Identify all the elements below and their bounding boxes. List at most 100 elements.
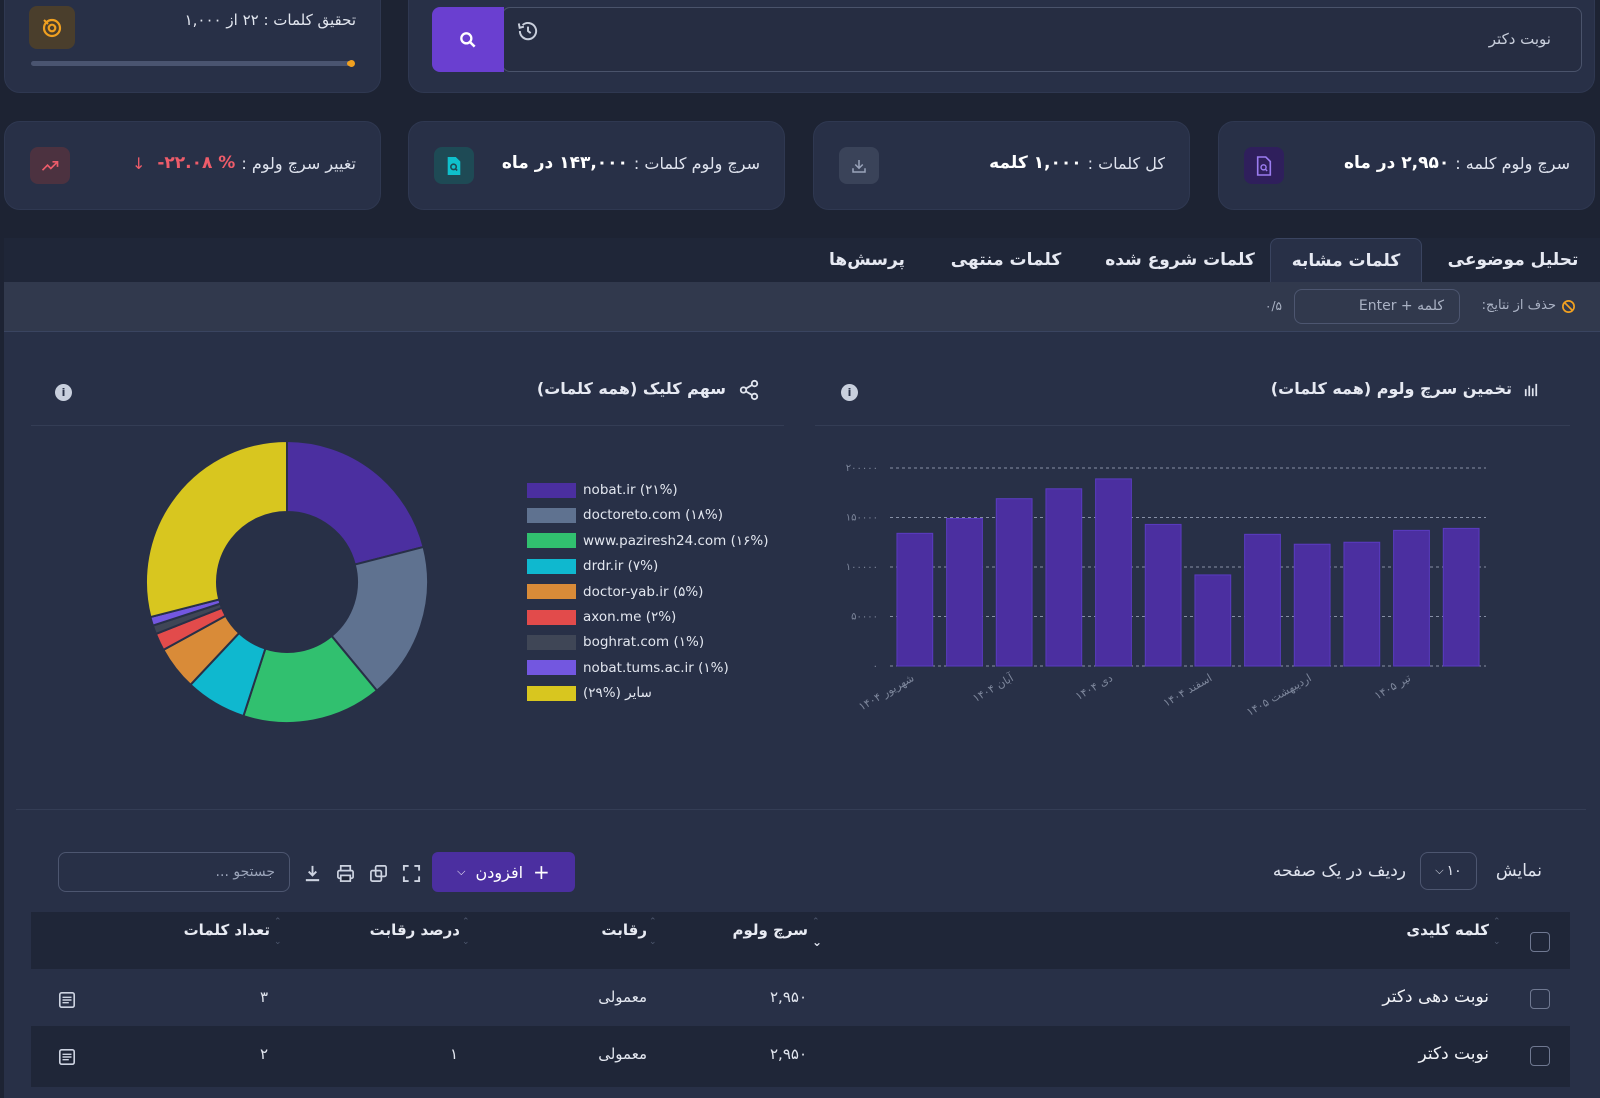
search-input-value: نوبت دکتر (1488, 30, 1551, 48)
tab-ending-keywords[interactable]: کلمات منتهی (950, 250, 1062, 270)
download-icon (839, 147, 879, 184)
plus-icon: + (533, 860, 550, 884)
legend-item[interactable]: سایر (%۲۹) (527, 683, 652, 703)
info-icon[interactable]: i (55, 384, 72, 401)
download-icon[interactable] (303, 864, 323, 884)
sort-icon[interactable]: ⌃ ⌄ (1493, 917, 1501, 947)
sort-icon[interactable]: ⌃ ⌄ (274, 917, 282, 947)
tab-starting-keywords[interactable]: کلمات شروع شده (1105, 250, 1255, 270)
tabs-bar: تحلیل موضوعی کلمات مشابه کلمات شروع شده … (4, 238, 1600, 283)
bar-chart-header: تخمین سرچ ولوم (همه کلمات) i (815, 360, 1570, 426)
legend-label: axon.me (۲%) (583, 609, 677, 625)
chevron-down-icon: ⌵ (1435, 864, 1444, 877)
sort-icon[interactable]: ⌃ ⌄ (812, 917, 823, 949)
page-size-select[interactable]: ⌵ ۱۰ (1420, 852, 1477, 890)
x-tick-label: اردیبهشت ۱۴۰۵ (1244, 671, 1313, 719)
pie-chart-title: سهم کلیک (همه کلمات) (536, 379, 726, 398)
header-competition[interactable]: رقابت (601, 921, 647, 939)
sort-icon[interactable]: ⌃ ⌄ (462, 917, 470, 947)
tab-topic-analysis[interactable]: تحلیل موضوعی (1447, 250, 1579, 270)
legend-item[interactable]: nobat.ir (۲۱%) (527, 480, 678, 500)
legend-swatch (527, 558, 576, 574)
table-row[interactable] (31, 1026, 1570, 1087)
bar[interactable] (1393, 529, 1430, 667)
legend-label: سایر (%۲۹) (583, 685, 652, 702)
target-icon (29, 6, 75, 49)
section-divider (16, 809, 1586, 810)
exclude-keyword-input[interactable]: کلمه + Enter (1294, 289, 1460, 324)
legend-label: boghrat.com (۱%) (583, 634, 705, 651)
arrow-down-icon: ↓ (131, 153, 146, 173)
row-word-count: ۲ (260, 1045, 269, 1063)
legend-item[interactable]: axon.me (۲%) (527, 607, 676, 627)
legend-label: doctoreto.com (۱۸%) (583, 507, 723, 524)
row-volume: ۲,۹۵۰ (770, 1045, 807, 1063)
info-icon[interactable]: i (841, 384, 858, 401)
table-header (31, 912, 1570, 969)
legend-label: doctor-yab.ir (۵%) (583, 583, 704, 600)
copy-icon[interactable] (369, 864, 389, 884)
sort-icon[interactable]: ⌃ ⌄ (649, 917, 657, 947)
bar-chart: ۰ ۵۰۰۰۰ ۱۰۰۰۰۰ ۱۵۰۰۰۰ ۲۰۰۰۰۰ شهریور ۱۴۰۴ آبان … (846, 463, 1486, 719)
bar[interactable] (1194, 574, 1232, 667)
table-search-input[interactable]: جستجو ... (58, 852, 290, 892)
table-row[interactable] (31, 969, 1570, 1026)
trend-up-icon (30, 147, 70, 184)
history-icon[interactable] (515, 18, 541, 44)
stat-card-change: تغییر سرچ ولوم : -۲۲.۰۸ % ↓ (4, 121, 381, 210)
bar[interactable] (1293, 543, 1331, 667)
bar[interactable] (1144, 523, 1182, 667)
legend-item[interactable]: boghrat.com (۱%) (527, 632, 704, 652)
filter-count: ۰/۵ (1265, 299, 1282, 313)
print-icon[interactable] (336, 864, 356, 884)
search-input[interactable]: نوبت دکتر (502, 7, 1582, 72)
block-icon (1561, 299, 1576, 314)
legend-swatch (527, 507, 576, 523)
bar[interactable] (1442, 527, 1480, 667)
select-all-checkbox[interactable] (1530, 932, 1550, 952)
row-competition: معمولی (598, 1045, 647, 1063)
header-word-count[interactable]: تعداد کلمات (183, 921, 270, 939)
bar[interactable] (1045, 488, 1083, 667)
header-volume[interactable]: سرچ ولوم (732, 921, 808, 939)
pie-slice[interactable] (330, 545, 429, 693)
fullscreen-icon[interactable] (402, 864, 422, 884)
legend-swatch (527, 685, 576, 701)
row-checkbox[interactable] (1530, 1046, 1550, 1066)
tab-similar-keywords[interactable]: کلمات مشابه (1270, 238, 1422, 283)
pie-slice[interactable] (286, 439, 425, 566)
bar[interactable] (1244, 533, 1281, 667)
header-keyword[interactable]: کلمه کلیدی (1406, 921, 1489, 939)
bar[interactable] (896, 532, 934, 667)
add-button[interactable]: ⌵ افزودن + (432, 852, 575, 892)
row-checkbox[interactable] (1530, 989, 1550, 1009)
x-tick-label: دی ۱۴۰۴ (1073, 671, 1115, 703)
pie-slice[interactable] (145, 439, 288, 619)
tab-questions[interactable]: پرسش‌ها (829, 250, 905, 270)
filter-bar: حذف از نتایج: کلمه + Enter ۰/۵ (4, 282, 1600, 332)
pie-chart (145, 439, 429, 724)
bar[interactable] (995, 498, 1033, 667)
legend-item[interactable]: drdr.ir (۷%) (527, 556, 658, 576)
row-keyword: نوبت دکتر (1418, 1044, 1489, 1064)
document-search-icon (434, 147, 474, 184)
legend-swatch (527, 660, 576, 676)
research-progress-label: تحقیق کلمات : ۲۲ از ۱,۰۰۰ (184, 11, 356, 29)
legend-item[interactable]: www.paziresh24.com (۱۶%) (527, 531, 768, 551)
exclude-keyword-placeholder: کلمه + Enter (1358, 298, 1444, 314)
bar[interactable] (1095, 478, 1132, 667)
header-competition-percent[interactable]: درصد رقابت (369, 921, 460, 939)
bar[interactable] (946, 517, 983, 667)
details-icon[interactable] (58, 1048, 76, 1066)
legend-item[interactable]: doctor-yab.ir (۵%) (527, 582, 703, 602)
legend-item[interactable]: doctoreto.com (۱۸%) (527, 505, 723, 525)
y-tick-label: ۱۰۰۰۰۰ (846, 562, 878, 573)
stat-value: ۱۴۳,۰۰۰ در ماه (501, 153, 628, 173)
search-button[interactable] (432, 7, 504, 72)
stat-value: ۱,۰۰۰ کلمه (989, 153, 1082, 173)
details-icon[interactable] (58, 991, 76, 1009)
research-progress-card: تحقیق کلمات : ۲۲ از ۱,۰۰۰ (4, 0, 381, 93)
bar-chart-icon (1524, 382, 1540, 398)
legend-item[interactable]: nobat.tums.ac.ir (۱%) (527, 658, 729, 678)
bar[interactable] (1343, 541, 1381, 667)
